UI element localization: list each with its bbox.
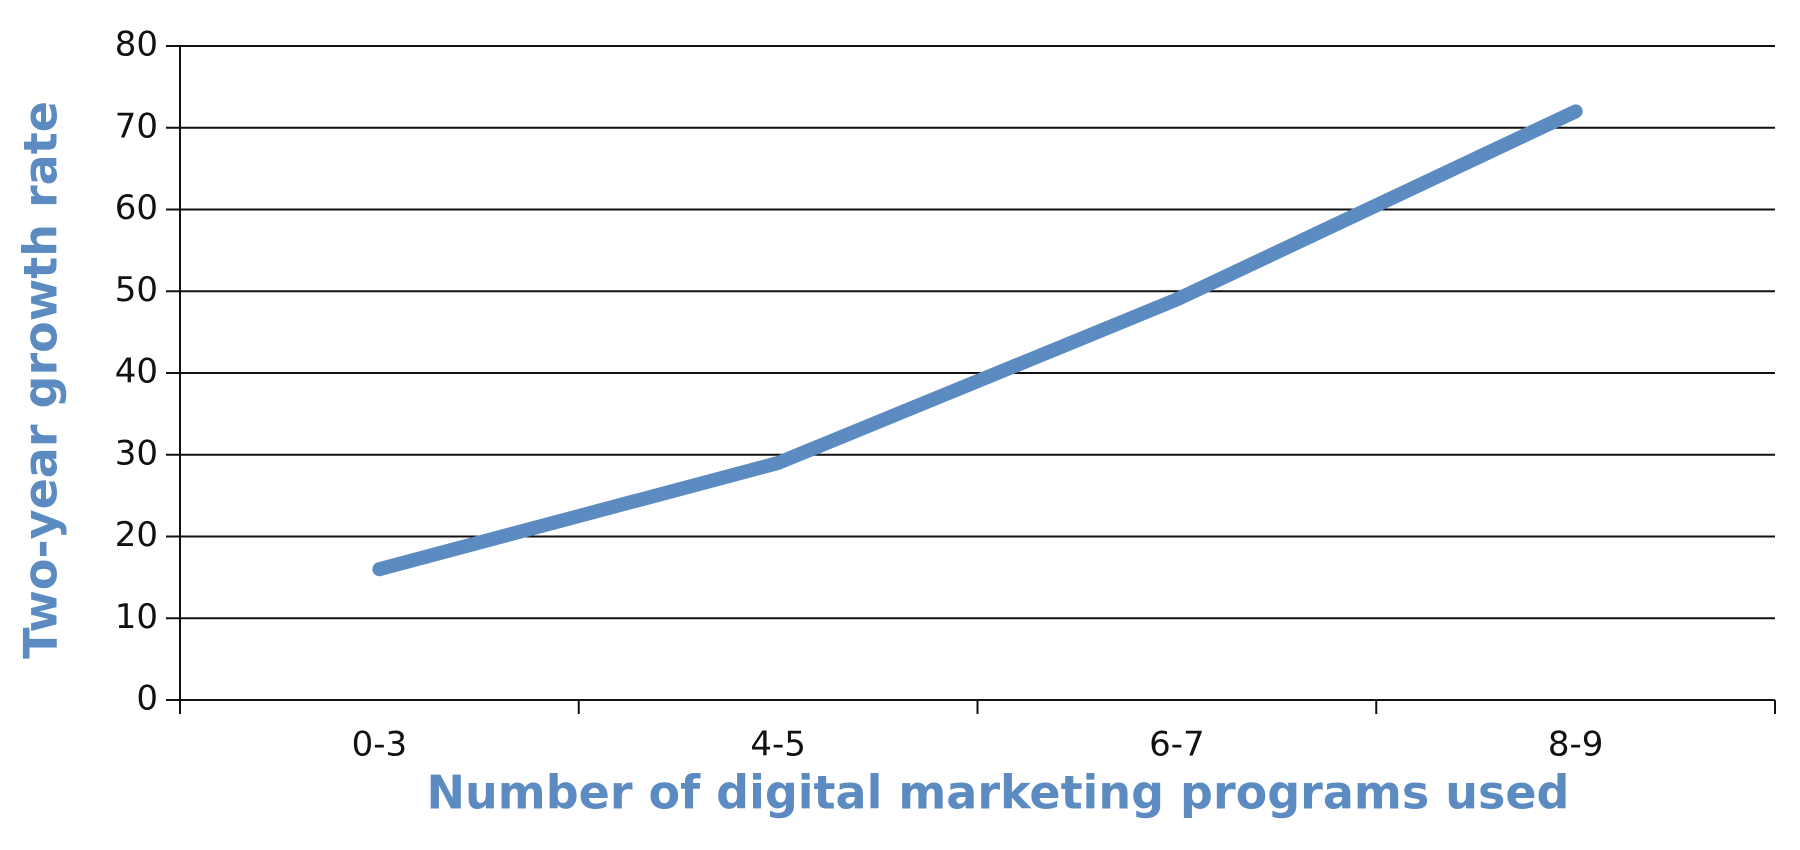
data-line xyxy=(372,104,1583,577)
x-tick-label: 4-5 xyxy=(750,725,806,765)
x-tick-label: 0-3 xyxy=(352,725,408,765)
y-tick-label: 10 xyxy=(115,597,158,637)
y-tick-label: 30 xyxy=(115,433,158,473)
y-tick-label: 40 xyxy=(115,352,158,392)
y-tick-label: 0 xyxy=(136,679,158,719)
x-axis-title: Number of digital marketing programs use… xyxy=(427,766,1570,820)
y-axis-title: Two-year growth rate xyxy=(14,101,68,659)
y-tick-label: 60 xyxy=(115,188,158,228)
x-tick-label: 6-7 xyxy=(1149,725,1205,765)
y-tick-label: 70 xyxy=(115,106,158,146)
y-tick-label: 20 xyxy=(115,515,158,555)
y-tick-label: 80 xyxy=(115,25,158,65)
y-tick-label: 50 xyxy=(115,270,158,310)
x-tick-label: 8-9 xyxy=(1548,725,1604,765)
